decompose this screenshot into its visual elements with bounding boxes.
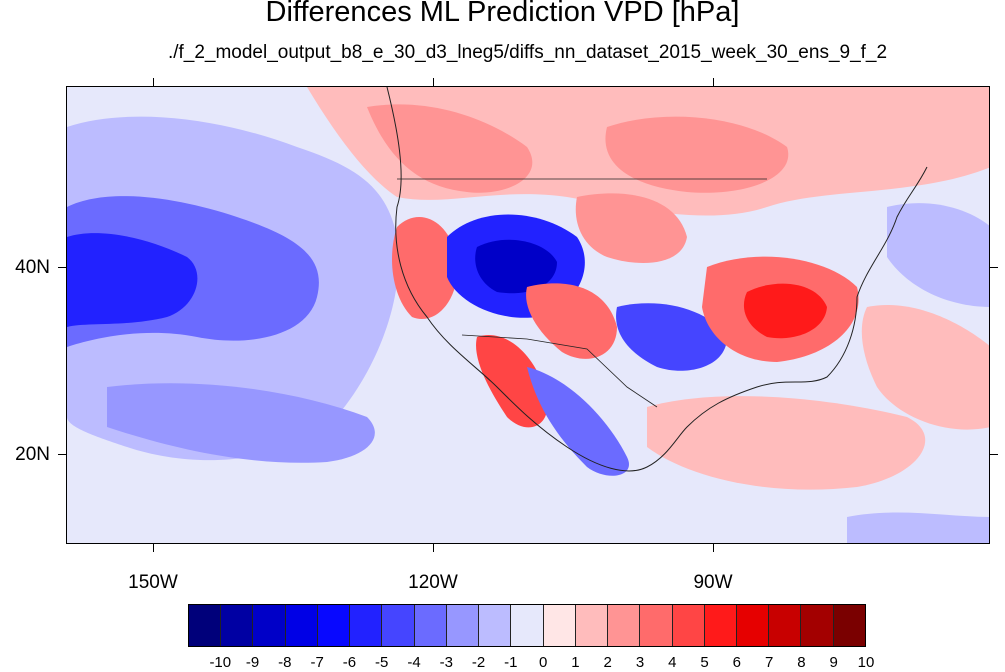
lat-label-20n: 20N [15,444,50,465]
gulf-positive [647,396,926,490]
atlantic-negative [887,203,989,307]
pacific-south-band [107,383,375,463]
colorbar-tick-label: 9 [829,654,838,671]
colorbar-tick-label: -5 [375,654,389,671]
colorbar-tick-label: 5 [700,654,709,671]
colorbar-box [736,605,770,646]
colorbar-box [801,605,834,646]
colorbar-box [446,605,480,646]
south-edge-negative [847,512,989,543]
colorbar-tick-label: 3 [635,654,645,671]
colorbar-box [769,605,802,646]
four-corners-positive [526,283,617,359]
lat-label-40n: 40N [15,257,50,278]
mexico-mixed [527,367,629,476]
colorbar-tick-label: 4 [668,654,677,671]
colorbar-tick-label: -2 [471,654,486,671]
colorbar-tick-label: 8 [797,654,806,671]
colorbar-box [189,605,222,646]
colorbar-box [253,605,286,646]
colorbar-box [640,605,673,646]
plains-positive [575,193,687,263]
colorbar-box [317,605,351,646]
colorbar-tick-label: -10 [209,654,232,671]
colorbar-tick-label: 10 [857,654,875,671]
colorbar-tick-label: 1 [571,654,580,671]
colorbar-tick-label: -7 [310,654,324,671]
atlantic-positive [861,305,989,430]
mexico-border [461,334,658,408]
map-title: Differences ML Prediction VPD [hPa] [265,0,740,28]
colorbar-box [382,605,415,646]
tick [58,267,66,268]
colorbar-tick-label: -4 [407,654,421,671]
canada-stronger [367,104,533,193]
map-subtitle: ./f_2_model_output_b8_e_30_d3_lneg5/diff… [167,42,888,63]
great-basin-core [475,239,557,294]
tick [990,267,998,268]
southeast-core [743,283,827,339]
colorbar-tick-label: 7 [764,654,774,671]
tick [153,78,154,86]
westcoast-positive [392,217,458,319]
tick [713,78,714,86]
colorbar-box [221,605,254,646]
colorbar-tick-label: -1 [504,654,518,671]
colorbar-tick-label: -3 [439,654,453,671]
tick [58,454,66,455]
map-panel [66,86,990,544]
colorbar-tick-label: 6 [732,654,742,671]
lon-label-120w: 120W [408,572,458,593]
canada-east [605,116,789,193]
colorbar-box [608,605,641,646]
coastline [386,87,928,472]
colorbar-box [511,605,544,646]
tick [990,454,998,455]
texas-negative [616,303,727,371]
lon-label-90w: 90W [693,572,733,593]
lon-label-150w: 150W [128,572,178,593]
colorbar-box [672,605,705,646]
tick [153,544,154,552]
colorbar-box [575,605,609,646]
colorbar-box [479,605,512,646]
colorbar-tick-label: -9 [245,654,260,671]
colorbar-box [414,605,447,646]
vpd-difference-field [67,87,989,543]
colorbar-box [833,605,865,646]
southwest-positive [476,335,548,428]
colorbar [188,604,866,647]
colorbar-tick-label: -6 [342,654,357,671]
tick [713,544,714,552]
colorbar-box [704,605,737,646]
colorbar-tick-label: -8 [278,654,292,671]
colorbar-tick-label: 0 [538,654,548,671]
colorbar-box [285,605,318,646]
colorbar-box [350,605,383,646]
tick [433,78,434,86]
tick [433,544,434,552]
colorbar-box [543,605,576,646]
colorbar-tick-label: 2 [603,654,612,671]
pacific-core [67,233,198,327]
